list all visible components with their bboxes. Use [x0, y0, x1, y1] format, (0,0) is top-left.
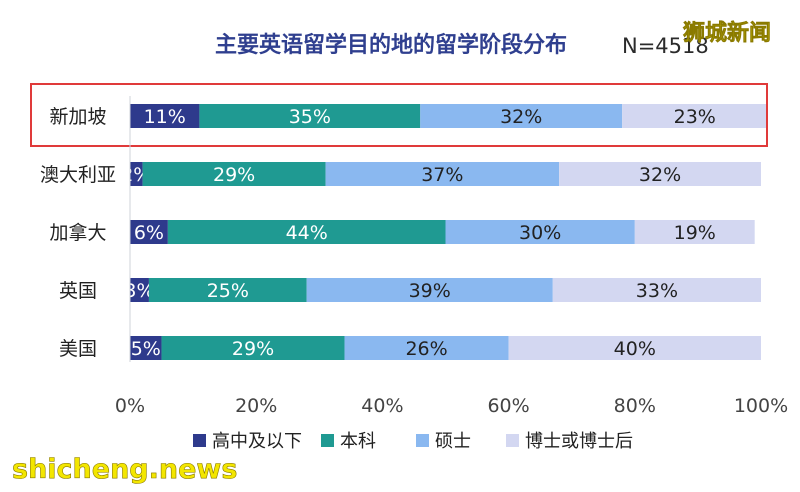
legend-label: 硕士 — [435, 431, 471, 452]
bar-segment — [142, 162, 326, 186]
bar-segment — [552, 278, 761, 302]
watermark-bottom: shicheng.news — [12, 454, 237, 485]
bar-segment — [420, 104, 623, 128]
legend: 高中及以下 本科 硕士 博士或博士后 — [193, 431, 633, 452]
legend-swatch — [416, 434, 429, 447]
bar-segment — [161, 336, 345, 360]
bar-segment — [445, 220, 635, 244]
tick-label: 80% — [614, 395, 656, 417]
tick-label: 20% — [235, 395, 277, 417]
bars-group: 新加坡 11% 35% 32% 23%澳大利亚 2% 29% 37% 32%加拿大 6% 44% 30… — [30, 83, 768, 360]
category-label: 英国 — [59, 280, 97, 302]
data-label: 40% — [614, 338, 656, 360]
bar-segment — [622, 104, 768, 128]
data-label: 19% — [674, 222, 716, 244]
legend-label: 博士或博士后 — [525, 431, 633, 452]
data-label: 5% — [131, 338, 161, 360]
bar-segment — [306, 278, 553, 302]
data-label: 39% — [409, 280, 451, 302]
data-label: 32% — [639, 164, 681, 186]
data-label: 35% — [289, 106, 331, 128]
category-label: 澳大利亚 — [40, 164, 116, 186]
bar-segment — [325, 162, 560, 186]
data-label: 29% — [232, 338, 274, 360]
tick-label: 100% — [734, 395, 788, 417]
bar-segment — [130, 278, 149, 302]
data-label: 25% — [207, 280, 249, 302]
bar-segment — [508, 336, 761, 360]
data-label: 23% — [674, 106, 716, 128]
highlight-box — [30, 83, 768, 147]
data-label: 44% — [286, 222, 328, 244]
category-label: 美国 — [59, 338, 97, 360]
data-label: 30% — [519, 222, 561, 244]
bar-segment — [634, 220, 755, 244]
bar-segment — [167, 220, 446, 244]
watermark-top: 狮城新闻 — [683, 20, 771, 46]
bar-segment — [130, 162, 143, 186]
bar-segment — [148, 278, 307, 302]
bar-segment — [130, 220, 168, 244]
chart-sample-size: N=4518 — [622, 34, 709, 58]
data-label: 3% — [124, 280, 154, 302]
data-label: 32% — [500, 106, 542, 128]
category-label: 新加坡 — [49, 106, 106, 128]
tick-label: 60% — [487, 395, 529, 417]
bar-segment — [559, 162, 761, 186]
category-label: 加拿大 — [49, 221, 106, 244]
bar-segment — [130, 104, 200, 128]
data-label: 29% — [213, 164, 255, 186]
tick-label: 40% — [361, 395, 403, 417]
legend-label: 本科 — [340, 431, 376, 452]
bar-segment — [344, 336, 509, 360]
data-label: 11% — [144, 106, 186, 128]
data-label: 6% — [134, 222, 164, 244]
chart-title: 主要英语留学目的地的留学阶段分布 — [215, 32, 567, 58]
data-label: 33% — [636, 280, 678, 302]
legend-swatch — [506, 434, 519, 447]
legend-swatch — [321, 434, 334, 447]
tick-label: 0% — [115, 395, 145, 417]
legend-swatch — [193, 434, 206, 447]
x-axis: 0% 20% 40% 60% 80% 100% — [115, 96, 788, 417]
data-label: 37% — [421, 164, 463, 186]
bar-segment — [130, 336, 162, 360]
data-label: 26% — [405, 338, 447, 360]
legend-label: 高中及以下 — [212, 431, 302, 452]
bar-segment — [199, 104, 421, 128]
